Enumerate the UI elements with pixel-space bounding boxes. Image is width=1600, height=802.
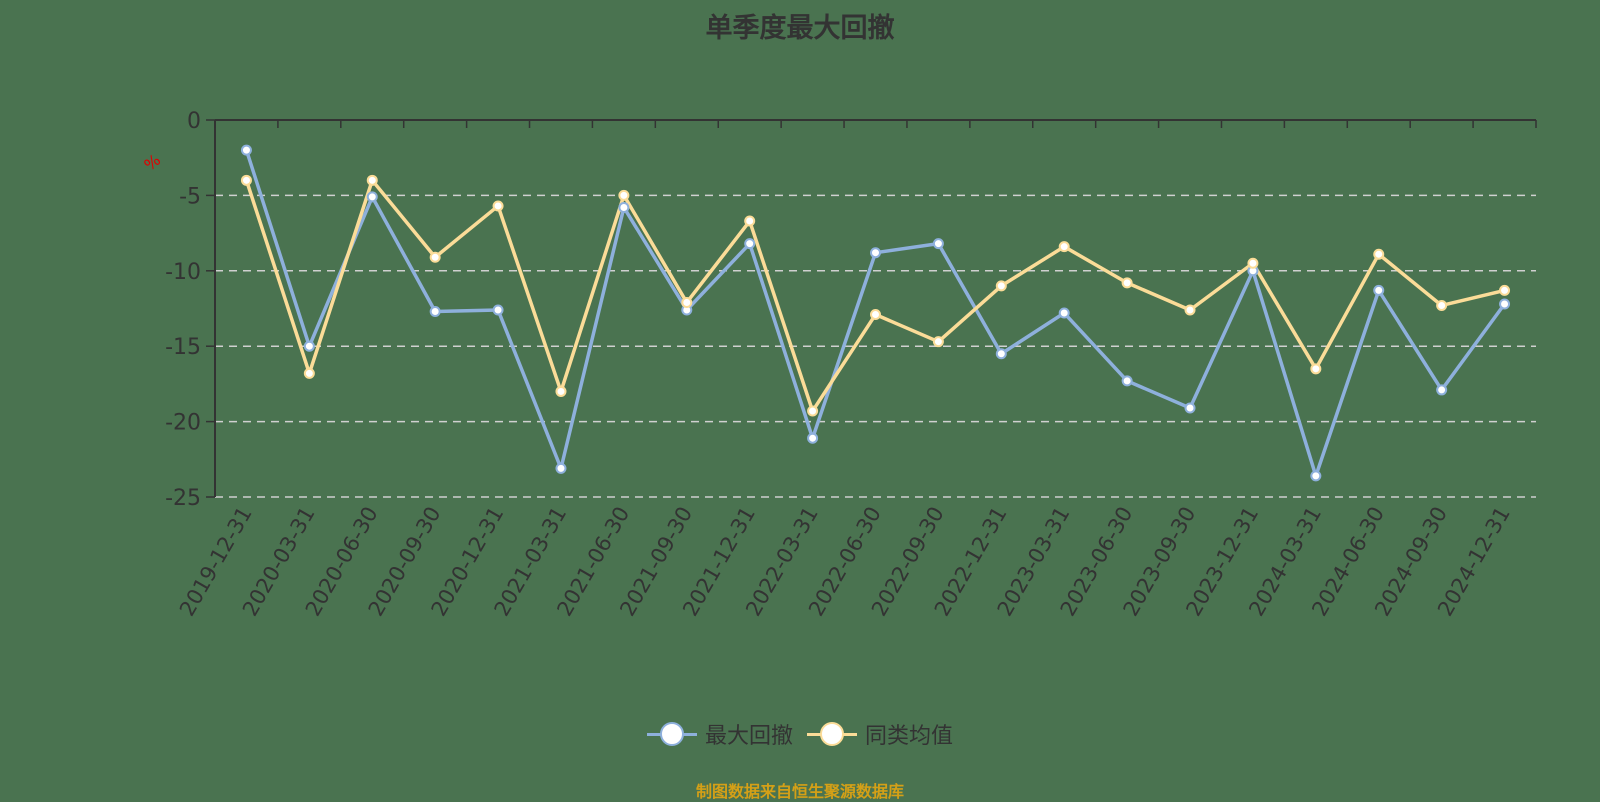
data-point[interactable] bbox=[555, 385, 567, 397]
y-unit-label: % bbox=[140, 150, 164, 174]
chart-legend: 最大回撤 同类均值 bbox=[0, 718, 1600, 750]
data-point[interactable] bbox=[1184, 304, 1196, 316]
data-point[interactable] bbox=[1247, 257, 1259, 269]
data-point[interactable] bbox=[1058, 307, 1070, 319]
data-point[interactable] bbox=[1436, 384, 1448, 396]
data-point[interactable] bbox=[1058, 241, 1070, 253]
data-point[interactable] bbox=[1121, 375, 1133, 387]
series-line-peer-average bbox=[244, 178, 1505, 413]
data-point[interactable] bbox=[870, 247, 881, 259]
legend-item-max-drawdown[interactable]: 最大回撤 bbox=[646, 718, 793, 750]
data-point[interactable] bbox=[303, 367, 315, 379]
data-point[interactable] bbox=[932, 238, 944, 250]
data-point[interactable] bbox=[366, 174, 378, 186]
data-point[interactable] bbox=[1499, 284, 1511, 296]
y-tick-label: -20 bbox=[165, 411, 201, 436]
y-tick-label: 0 bbox=[187, 109, 201, 134]
data-point[interactable] bbox=[618, 189, 630, 201]
data-point[interactable] bbox=[807, 432, 819, 444]
data-point[interactable] bbox=[1436, 299, 1448, 311]
data-point[interactable] bbox=[1184, 402, 1196, 414]
data-point[interactable] bbox=[1499, 298, 1511, 310]
data-point[interactable] bbox=[492, 304, 504, 316]
y-tick-label: -25 bbox=[165, 486, 201, 511]
data-point[interactable] bbox=[1310, 470, 1322, 482]
data-point[interactable] bbox=[240, 174, 252, 186]
data-point[interactable] bbox=[240, 144, 252, 156]
chart-title: 单季度最大回撤 bbox=[705, 13, 895, 44]
legend-label: 最大回撤 bbox=[704, 724, 793, 749]
legend-label: 同类均值 bbox=[865, 724, 954, 749]
data-point[interactable] bbox=[681, 296, 693, 308]
data-source-note: 制图数据来自恒生聚源数据库 bbox=[695, 782, 904, 801]
y-tick-label: -10 bbox=[165, 260, 201, 285]
data-point[interactable] bbox=[618, 201, 630, 213]
data-point[interactable] bbox=[303, 340, 315, 352]
data-point[interactable] bbox=[366, 191, 378, 203]
data-point[interactable] bbox=[870, 309, 881, 321]
y-tick-label: -5 bbox=[179, 184, 201, 209]
data-point[interactable] bbox=[932, 336, 944, 348]
data-point[interactable] bbox=[1373, 284, 1385, 296]
data-point[interactable] bbox=[1121, 277, 1133, 289]
data-point[interactable] bbox=[429, 306, 441, 318]
data-point[interactable] bbox=[995, 348, 1007, 360]
data-point[interactable] bbox=[555, 462, 567, 474]
data-point[interactable] bbox=[807, 405, 819, 417]
data-point[interactable] bbox=[744, 215, 756, 227]
legend-item-peer-average[interactable]: 同类均值 bbox=[807, 718, 953, 750]
data-point[interactable] bbox=[492, 200, 504, 212]
data-point[interactable] bbox=[1310, 363, 1322, 375]
data-point[interactable] bbox=[995, 280, 1007, 292]
series-marker-icon bbox=[807, 722, 857, 746]
data-point[interactable] bbox=[744, 238, 756, 250]
series-marker-icon bbox=[646, 722, 697, 746]
data-point[interactable] bbox=[1373, 248, 1385, 260]
y-tick-label: -15 bbox=[165, 335, 201, 360]
data-point[interactable] bbox=[429, 251, 441, 263]
